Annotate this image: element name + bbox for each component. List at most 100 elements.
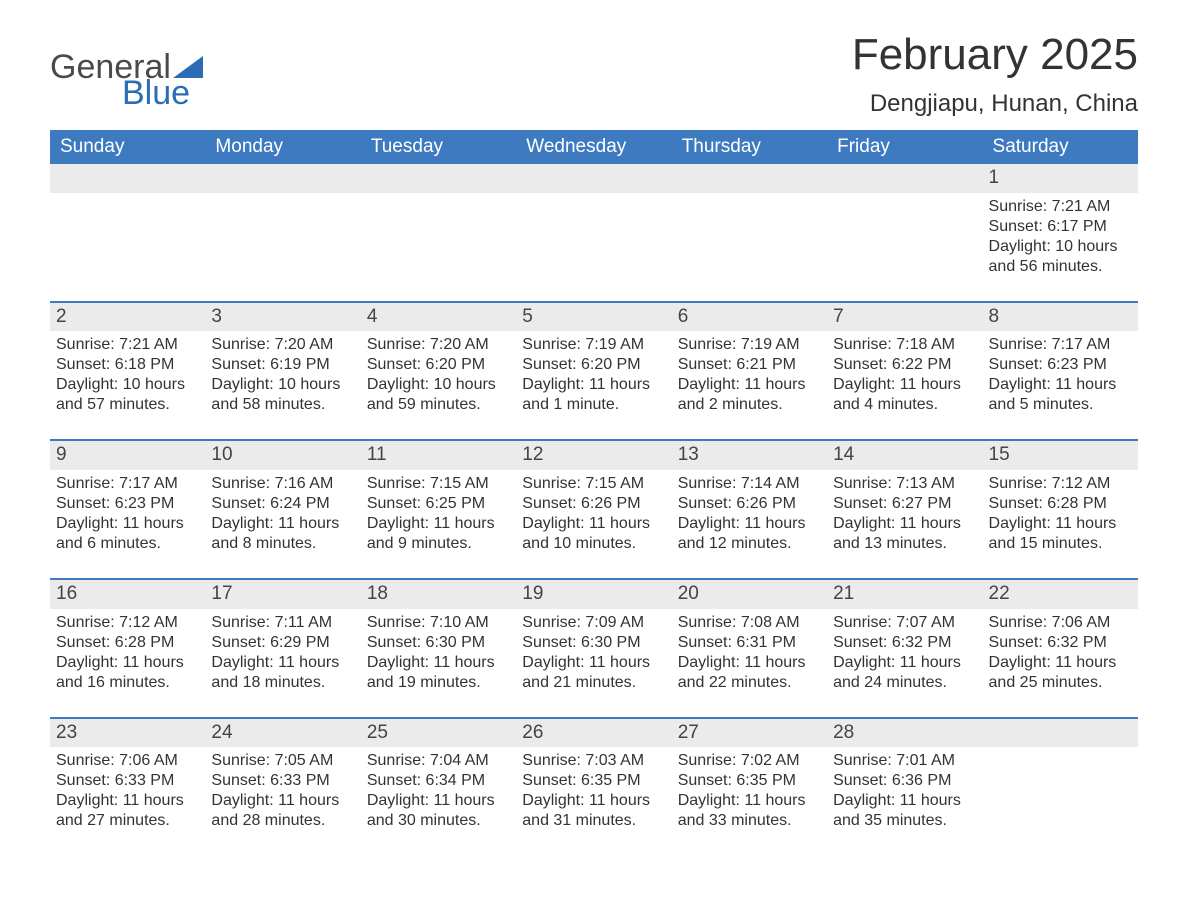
day-number: 12 (516, 441, 671, 470)
day-content: Sunrise: 7:21 AMSunset: 6:17 PMDaylight:… (983, 193, 1138, 301)
sunset-text: Sunset: 6:36 PM (833, 771, 976, 791)
daylight-text-2: and 56 minutes. (989, 257, 1132, 277)
calendar-cell (516, 164, 671, 302)
daylight-text-2: and 28 minutes. (211, 811, 354, 831)
daylight-text-2: and 18 minutes. (211, 673, 354, 693)
day-content (983, 747, 1138, 855)
day-number: 6 (672, 303, 827, 332)
calendar-cell: 16Sunrise: 7:12 AMSunset: 6:28 PMDayligh… (50, 579, 205, 718)
sunset-text: Sunset: 6:35 PM (678, 771, 821, 791)
sunrise-text: Sunrise: 7:02 AM (678, 751, 821, 771)
daylight-text-1: Daylight: 11 hours (989, 375, 1132, 395)
daylight-text-2: and 4 minutes. (833, 395, 976, 415)
daylight-text-1: Daylight: 11 hours (522, 791, 665, 811)
sunset-text: Sunset: 6:25 PM (367, 494, 510, 514)
calendar-week: 23Sunrise: 7:06 AMSunset: 6:33 PMDayligh… (50, 718, 1138, 856)
day-content: Sunrise: 7:20 AMSunset: 6:19 PMDaylight:… (205, 331, 360, 439)
daylight-text-1: Daylight: 11 hours (367, 653, 510, 673)
calendar-cell: 11Sunrise: 7:15 AMSunset: 6:25 PMDayligh… (361, 440, 516, 579)
location-text: Dengjiapu, Hunan, China (852, 90, 1138, 118)
sunset-text: Sunset: 6:22 PM (833, 355, 976, 375)
day-content: Sunrise: 7:03 AMSunset: 6:35 PMDaylight:… (516, 747, 671, 855)
day-number (205, 164, 360, 193)
calendar-cell: 23Sunrise: 7:06 AMSunset: 6:33 PMDayligh… (50, 718, 205, 856)
daylight-text-2: and 6 minutes. (56, 534, 199, 554)
sunrise-text: Sunrise: 7:16 AM (211, 474, 354, 494)
sunset-text: Sunset: 6:19 PM (211, 355, 354, 375)
sunrise-text: Sunrise: 7:13 AM (833, 474, 976, 494)
calendar-cell: 9Sunrise: 7:17 AMSunset: 6:23 PMDaylight… (50, 440, 205, 579)
calendar-cell (983, 718, 1138, 856)
calendar-cell (827, 164, 982, 302)
calendar-cell: 4Sunrise: 7:20 AMSunset: 6:20 PMDaylight… (361, 302, 516, 441)
daylight-text-1: Daylight: 10 hours (211, 375, 354, 395)
sunrise-text: Sunrise: 7:21 AM (56, 335, 199, 355)
calendar-cell (205, 164, 360, 302)
day-number: 2 (50, 303, 205, 332)
day-content: Sunrise: 7:12 AMSunset: 6:28 PMDaylight:… (50, 609, 205, 717)
calendar-cell: 24Sunrise: 7:05 AMSunset: 6:33 PMDayligh… (205, 718, 360, 856)
daylight-text-1: Daylight: 11 hours (367, 514, 510, 534)
daylight-text-1: Daylight: 11 hours (833, 375, 976, 395)
day-content: Sunrise: 7:18 AMSunset: 6:22 PMDaylight:… (827, 331, 982, 439)
sunrise-text: Sunrise: 7:05 AM (211, 751, 354, 771)
calendar-table: SundayMondayTuesdayWednesdayThursdayFrid… (50, 130, 1138, 855)
sunset-text: Sunset: 6:28 PM (56, 633, 199, 653)
calendar-cell: 19Sunrise: 7:09 AMSunset: 6:30 PMDayligh… (516, 579, 671, 718)
calendar-cell (361, 164, 516, 302)
calendar-week: 16Sunrise: 7:12 AMSunset: 6:28 PMDayligh… (50, 579, 1138, 718)
day-number: 22 (983, 580, 1138, 609)
daylight-text-1: Daylight: 10 hours (367, 375, 510, 395)
sunrise-text: Sunrise: 7:21 AM (989, 197, 1132, 217)
daylight-text-1: Daylight: 11 hours (367, 791, 510, 811)
calendar-cell: 20Sunrise: 7:08 AMSunset: 6:31 PMDayligh… (672, 579, 827, 718)
daylight-text-1: Daylight: 11 hours (678, 375, 821, 395)
daylight-text-2: and 8 minutes. (211, 534, 354, 554)
daylight-text-2: and 2 minutes. (678, 395, 821, 415)
day-content: Sunrise: 7:04 AMSunset: 6:34 PMDaylight:… (361, 747, 516, 855)
day-content: Sunrise: 7:13 AMSunset: 6:27 PMDaylight:… (827, 470, 982, 578)
daylight-text-2: and 5 minutes. (989, 395, 1132, 415)
daylight-text-1: Daylight: 11 hours (833, 514, 976, 534)
sunrise-text: Sunrise: 7:06 AM (56, 751, 199, 771)
calendar-cell: 18Sunrise: 7:10 AMSunset: 6:30 PMDayligh… (361, 579, 516, 718)
calendar-header: SundayMondayTuesdayWednesdayThursdayFrid… (50, 130, 1138, 164)
daylight-text-1: Daylight: 11 hours (678, 653, 821, 673)
calendar-cell: 17Sunrise: 7:11 AMSunset: 6:29 PMDayligh… (205, 579, 360, 718)
sunset-text: Sunset: 6:31 PM (678, 633, 821, 653)
weekday-header: Wednesday (516, 130, 671, 164)
calendar-body: 1Sunrise: 7:21 AMSunset: 6:17 PMDaylight… (50, 164, 1138, 855)
daylight-text-2: and 27 minutes. (56, 811, 199, 831)
sunrise-text: Sunrise: 7:08 AM (678, 613, 821, 633)
calendar-cell: 13Sunrise: 7:14 AMSunset: 6:26 PMDayligh… (672, 440, 827, 579)
sunset-text: Sunset: 6:26 PM (522, 494, 665, 514)
sunset-text: Sunset: 6:18 PM (56, 355, 199, 375)
sunset-text: Sunset: 6:28 PM (989, 494, 1132, 514)
calendar-cell: 21Sunrise: 7:07 AMSunset: 6:32 PMDayligh… (827, 579, 982, 718)
sunset-text: Sunset: 6:34 PM (367, 771, 510, 791)
daylight-text-1: Daylight: 11 hours (211, 653, 354, 673)
day-number: 26 (516, 719, 671, 748)
daylight-text-2: and 35 minutes. (833, 811, 976, 831)
sunset-text: Sunset: 6:29 PM (211, 633, 354, 653)
daylight-text-2: and 33 minutes. (678, 811, 821, 831)
sunset-text: Sunset: 6:33 PM (211, 771, 354, 791)
day-number: 28 (827, 719, 982, 748)
sunset-text: Sunset: 6:30 PM (367, 633, 510, 653)
day-content: Sunrise: 7:15 AMSunset: 6:25 PMDaylight:… (361, 470, 516, 578)
daylight-text-1: Daylight: 11 hours (678, 514, 821, 534)
sunrise-text: Sunrise: 7:09 AM (522, 613, 665, 633)
calendar-cell (672, 164, 827, 302)
daylight-text-1: Daylight: 11 hours (678, 791, 821, 811)
daylight-text-2: and 58 minutes. (211, 395, 354, 415)
sunrise-text: Sunrise: 7:11 AM (211, 613, 354, 633)
calendar-cell: 22Sunrise: 7:06 AMSunset: 6:32 PMDayligh… (983, 579, 1138, 718)
sunrise-text: Sunrise: 7:04 AM (367, 751, 510, 771)
weekday-header: Monday (205, 130, 360, 164)
daylight-text-2: and 31 minutes. (522, 811, 665, 831)
day-number (361, 164, 516, 193)
sunrise-text: Sunrise: 7:17 AM (56, 474, 199, 494)
day-number: 3 (205, 303, 360, 332)
day-content: Sunrise: 7:15 AMSunset: 6:26 PMDaylight:… (516, 470, 671, 578)
day-content: Sunrise: 7:10 AMSunset: 6:30 PMDaylight:… (361, 609, 516, 717)
